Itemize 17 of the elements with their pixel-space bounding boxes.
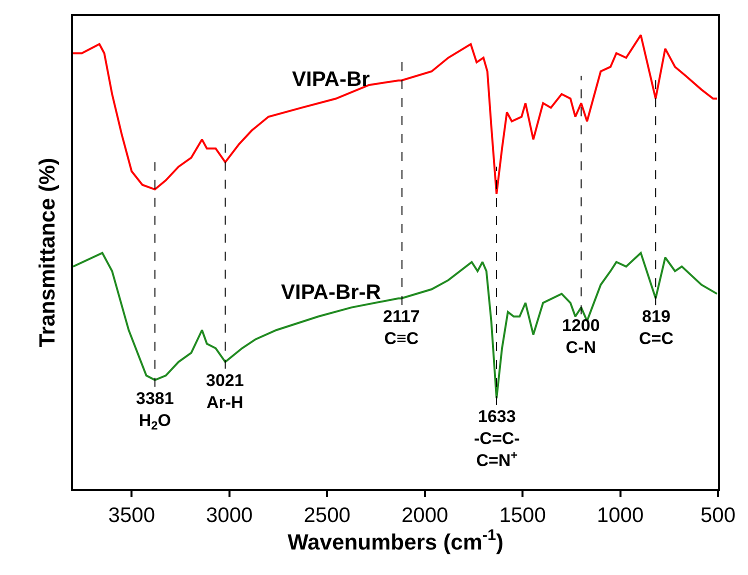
x-tick-label: 3500 bbox=[108, 504, 155, 528]
x-tick-label: 2500 bbox=[304, 504, 350, 528]
x-tick-label: 1500 bbox=[499, 504, 546, 528]
series-label: VIPA-Br-R bbox=[281, 281, 381, 304]
ref-line-label: 3021 Ar-H bbox=[206, 371, 244, 412]
x-tick-label: 500 bbox=[700, 504, 736, 528]
x-tick-label: 3000 bbox=[206, 504, 253, 528]
x-tick-label: 2000 bbox=[401, 504, 448, 528]
ref-line-label: 819 C=C bbox=[639, 307, 674, 348]
x-axis-title: Wavenumbers (cm$^{-1}$) bbox=[288, 527, 504, 554]
ref-line-label: 3381 H$_{2}$O bbox=[136, 389, 174, 433]
x-tick-label: 1000 bbox=[596, 504, 644, 528]
ref-line-label: 2117 C≡C bbox=[383, 307, 420, 348]
y-axis-title: Transmittance (%) bbox=[34, 158, 60, 348]
ref-line-label: 1200 C-N bbox=[562, 316, 600, 358]
ref-line-label: 1633 -C=C- C=N$^{+}$ bbox=[474, 407, 520, 470]
series-label: VIPA-Br bbox=[292, 68, 370, 91]
